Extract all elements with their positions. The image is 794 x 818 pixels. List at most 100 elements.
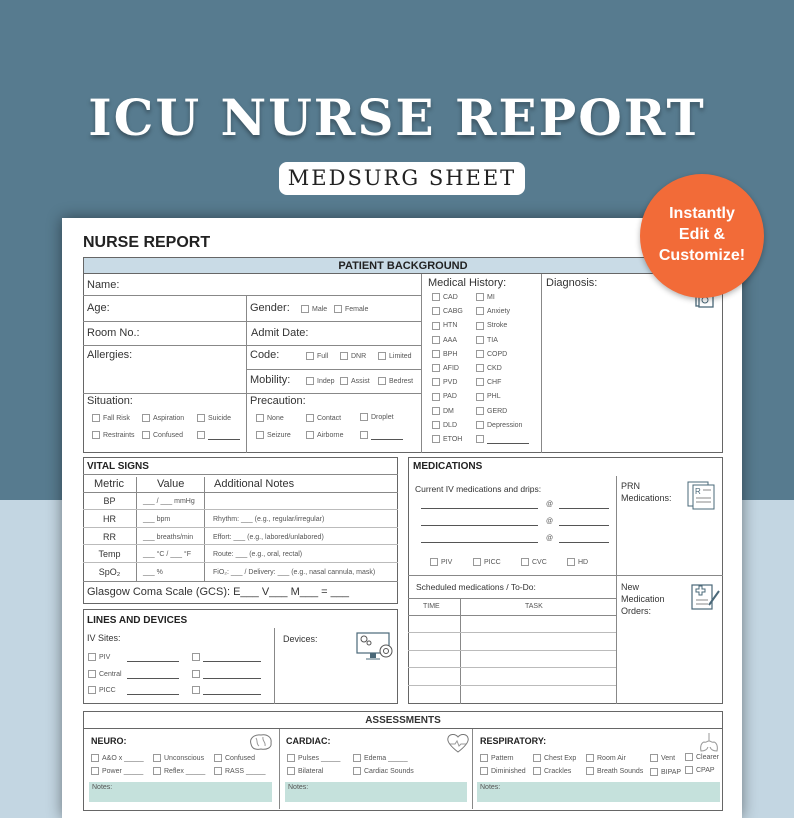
admit-date-field[interactable]: Admit Date:: [251, 327, 309, 339]
neuro-rass-checkbox[interactable]: RASS _____: [214, 767, 265, 776]
vital-notes[interactable]: Effort: ___ (e.g., labored/unlabored): [213, 533, 324, 541]
resp-room-air-checkbox[interactable]: Room Air: [586, 754, 626, 763]
cardiac-notes[interactable]: Notes:: [285, 782, 467, 802]
vital-notes[interactable]: Route: ___ (e.g., oral, rectal): [213, 551, 303, 559]
checkbox[interactable]: [432, 406, 440, 415]
checkbox[interactable]: [432, 364, 440, 373]
neuro-unconscious-checkbox[interactable]: Unconscious: [153, 754, 204, 763]
situation-aspiration-checkbox[interactable]: Aspiration: [142, 414, 184, 423]
resp-pattern-checkbox[interactable]: Pattern: [480, 754, 514, 763]
checkbox[interactable]: [476, 406, 484, 415]
checkbox[interactable]: [432, 335, 440, 344]
medical-history-other-checkbox[interactable]: [476, 435, 529, 444]
resp-vent-checkbox[interactable]: Vent: [650, 754, 675, 763]
medical-history-checkbox[interactable]: CAD: [432, 293, 458, 302]
medical-history-checkbox[interactable]: Depression: [476, 420, 522, 430]
neuro-power-checkbox[interactable]: Power _____: [91, 767, 143, 776]
checkbox[interactable]: [432, 420, 440, 429]
resp-chest-exp-checkbox[interactable]: Chest Exp: [533, 754, 576, 763]
iv-picc-checkbox[interactable]: PICC: [473, 558, 501, 567]
checkbox[interactable]: [432, 349, 440, 358]
vital-notes[interactable]: Rhythm: ___ (e.g., regular/irregular): [213, 515, 325, 523]
precaution-seizure-checkbox[interactable]: Seizure: [256, 431, 291, 440]
checkbox[interactable]: [432, 378, 440, 387]
situation-fall-risk-checkbox[interactable]: Fall Risk: [92, 414, 130, 423]
neuro-notes[interactable]: Notes:: [89, 782, 272, 802]
resp-diminished-checkbox[interactable]: Diminished: [480, 767, 526, 776]
resp-bipap-checkbox[interactable]: BIPAP: [650, 768, 681, 777]
iv-med-line[interactable]: @: [421, 517, 610, 526]
vital-notes[interactable]: FiO₂: ___ / Delivery: ___ (e.g., nasal c…: [213, 569, 376, 577]
iv-site-central-checkbox[interactable]: Central: [88, 670, 179, 679]
resp-breath-sounds-checkbox[interactable]: Breath Sounds: [586, 767, 643, 776]
medical-history-checkbox[interactable]: HTN: [432, 321, 457, 330]
checkbox[interactable]: [476, 378, 484, 387]
medical-history-checkbox[interactable]: CKD: [476, 364, 502, 373]
iv-site-piv-checkbox[interactable]: PIV: [88, 653, 179, 662]
mobility-bedrest-checkbox[interactable]: Bedrest: [378, 377, 413, 386]
cardiac-sounds-checkbox[interactable]: Cardiac Sounds: [353, 767, 414, 776]
checkbox[interactable]: [476, 392, 484, 401]
medical-history-checkbox[interactable]: MI: [476, 293, 495, 302]
situation-suicide-checkbox[interactable]: Suicide: [197, 414, 231, 423]
medical-history-checkbox[interactable]: CABG: [432, 307, 463, 316]
vital-value[interactable]: ___ bpm: [143, 515, 171, 523]
resp-clearer-checkbox[interactable]: Clearer: [685, 753, 719, 762]
vital-value[interactable]: ___ °C / ___ °F: [143, 551, 192, 559]
iv-site-other-3[interactable]: [192, 686, 261, 695]
situation-restraints-checkbox[interactable]: Restraints: [92, 431, 135, 440]
code-full-checkbox[interactable]: Full: [306, 352, 328, 361]
precaution-none-checkbox[interactable]: None: [256, 414, 284, 423]
medical-history-checkbox[interactable]: AAA: [432, 335, 457, 345]
medical-history-checkbox[interactable]: PVD: [432, 378, 457, 387]
code-dnr-checkbox[interactable]: DNR: [340, 352, 366, 361]
situation-confused-checkbox[interactable]: Confused: [142, 431, 183, 440]
medical-history-checkbox[interactable]: GERD: [476, 406, 507, 416]
room-field[interactable]: Room No.:: [87, 327, 140, 339]
iv-site-other-2[interactable]: [192, 670, 261, 679]
iv-cvc-checkbox[interactable]: CVC: [521, 558, 547, 567]
precaution-other-checkbox[interactable]: [360, 431, 403, 440]
checkbox[interactable]: [432, 392, 440, 401]
todo-row[interactable]: [408, 686, 616, 704]
checkbox[interactable]: [476, 364, 484, 373]
iv-med-line[interactable]: @: [421, 534, 610, 543]
code-limited-checkbox[interactable]: Limited: [378, 352, 412, 361]
medical-history-checkbox[interactable]: TIA: [476, 335, 498, 345]
medical-history-checkbox[interactable]: DLD: [432, 420, 457, 430]
medical-history-checkbox[interactable]: AFID: [432, 364, 459, 373]
todo-row[interactable]: [408, 633, 616, 651]
medical-history-checkbox[interactable]: Anxiety: [476, 307, 510, 316]
medical-history-checkbox[interactable]: CHF: [476, 378, 501, 387]
respiratory-notes[interactable]: Notes:: [477, 782, 720, 802]
todo-row[interactable]: [408, 668, 616, 687]
medical-history-checkbox[interactable]: PHL: [476, 392, 501, 401]
vital-value[interactable]: ___ / ___ mmHg: [143, 498, 195, 505]
devices-field[interactable]: Devices:: [283, 634, 318, 644]
situation-other-checkbox[interactable]: [197, 431, 240, 440]
checkbox[interactable]: [432, 307, 440, 316]
checkbox[interactable]: [432, 435, 440, 444]
precaution-airborne-checkbox[interactable]: Airborne: [306, 431, 343, 440]
neuro-confused-checkbox[interactable]: Confused: [214, 754, 255, 763]
medical-history-checkbox[interactable]: ETOH: [432, 435, 462, 444]
resp-crackles-checkbox[interactable]: Crackles: [533, 767, 571, 776]
medical-history-checkbox[interactable]: BPH: [432, 349, 457, 359]
iv-med-line[interactable]: @: [421, 500, 610, 509]
age-field[interactable]: Age:: [87, 302, 110, 314]
mobility-indep-checkbox[interactable]: Indep: [306, 377, 335, 386]
neuro-ao-checkbox[interactable]: A&O x _____: [91, 754, 144, 763]
medical-history-checkbox[interactable]: COPD: [476, 349, 507, 359]
todo-row[interactable]: [408, 651, 616, 669]
gender-male-checkbox[interactable]: Male: [301, 305, 327, 314]
checkbox[interactable]: [476, 420, 484, 429]
todo-row[interactable]: [408, 615, 616, 633]
neuro-reflex-checkbox[interactable]: Reflex _____: [153, 767, 205, 776]
gender-female-checkbox[interactable]: Female: [334, 305, 368, 314]
mobility-assist-checkbox[interactable]: Assist: [340, 377, 370, 386]
checkbox[interactable]: [476, 307, 484, 316]
cardiac-edema-checkbox[interactable]: Edema _____: [353, 754, 408, 763]
iv-site-other-1[interactable]: [192, 653, 261, 662]
precaution-droplet-checkbox[interactable]: Droplet: [360, 413, 394, 422]
checkbox[interactable]: [476, 335, 484, 344]
